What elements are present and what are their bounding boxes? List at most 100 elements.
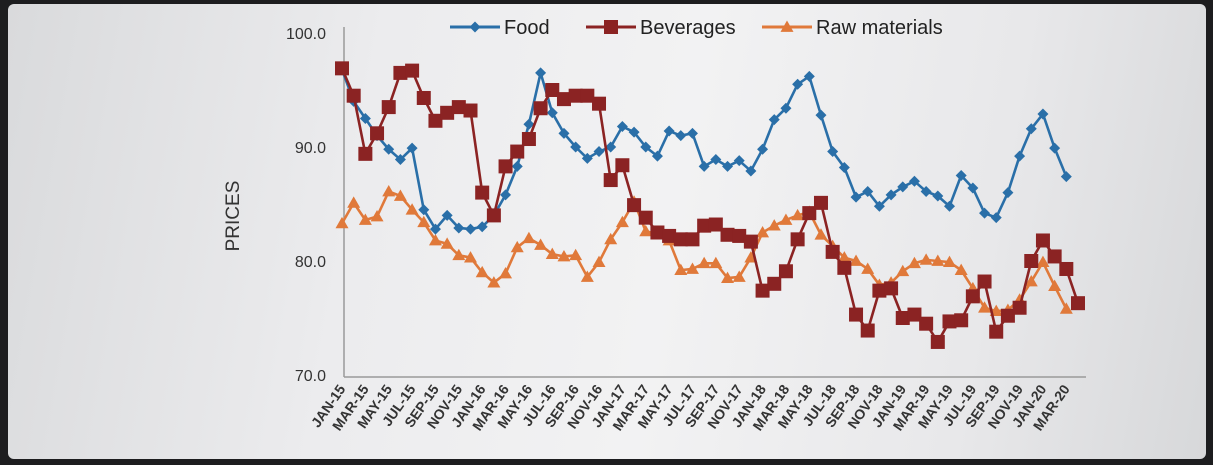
data-point [792,78,804,90]
data-point [686,127,698,139]
data-point [499,267,513,279]
data-point [955,170,967,181]
axes: 100.090.080.070.0JAN-15MAR-15MAY-15JUL-1… [286,26,1086,433]
data-point [393,189,407,201]
data-point [640,141,652,153]
data-point [885,189,897,201]
data-point [708,217,723,232]
data-point [486,208,501,223]
data-point [1024,275,1038,287]
data-point [778,264,793,279]
legend-label: Raw materials [816,17,943,39]
data-point [942,255,956,268]
legend: Food Beverages Raw materials [450,17,943,39]
data-point [1037,108,1049,120]
data-point [979,207,991,219]
data-point [965,289,980,304]
data-point [405,203,419,215]
data-point [743,234,758,249]
data-point [791,208,805,221]
data-point [850,191,862,203]
data-point [861,262,875,274]
data-point [464,251,478,263]
series-beverages [335,61,1085,349]
data-point [732,228,747,243]
data-point [920,185,932,197]
data-point [346,88,361,103]
y-tick-label: 100.0 [286,26,326,43]
data-point [722,160,734,172]
data-point [685,232,700,247]
data-point [1059,302,1073,314]
data-point [510,240,524,253]
data-point [569,248,583,261]
data-point [908,175,920,187]
data-point [837,260,852,275]
data-point [720,227,735,242]
data-point [603,173,618,188]
data-point [615,215,629,228]
data-point [650,225,665,240]
data-point [884,281,899,296]
data-point [745,165,757,177]
data-point [872,283,887,298]
data-point [942,314,957,329]
data-point [919,316,934,331]
data-point [370,210,384,222]
data-point [1012,300,1027,315]
data-point [335,216,349,229]
data-point [662,228,677,243]
data-point [675,130,687,142]
data-point [1036,255,1050,268]
data-point [545,83,560,97]
data-point [451,100,466,115]
data-point [755,283,770,298]
data-point [558,127,570,139]
data-point [768,114,780,126]
data-point [663,125,675,137]
data-point [593,146,605,158]
screen: Food Beverages Raw materials 100.0 90.0 80.0… [8,4,1206,459]
data-point [627,198,642,213]
data-point [673,232,688,247]
data-point [674,263,688,275]
data-point [581,152,593,164]
data-point [359,113,371,124]
data-point [604,232,618,245]
data-point [535,67,547,79]
data-point [405,63,420,78]
data-point [428,233,442,246]
data-point [511,160,523,172]
data-point [815,109,827,121]
data-point [827,146,839,158]
data-point [838,162,850,174]
data-point [416,90,431,105]
data-point [698,160,710,172]
data-point [335,61,349,76]
data-point [697,218,712,233]
data-point [370,126,385,141]
data-point [428,113,443,128]
data-point [709,256,723,269]
data-point [685,262,699,274]
data-point [1025,123,1037,135]
data-point [522,231,536,244]
data-point [639,224,653,237]
data-point [580,270,594,282]
data-point [476,221,488,233]
data-point [767,219,781,231]
data-point [1060,171,1072,183]
data-point [592,255,606,268]
data-point [1047,249,1062,264]
data-point [733,155,745,167]
data-point [533,101,548,116]
data-point [849,254,863,266]
data-point [710,154,722,166]
data-point [487,276,501,288]
data-point [463,103,478,118]
data-point [977,274,992,289]
data-point [907,256,921,269]
data-point [697,256,711,269]
data-point [931,254,945,266]
data-point [475,185,490,200]
